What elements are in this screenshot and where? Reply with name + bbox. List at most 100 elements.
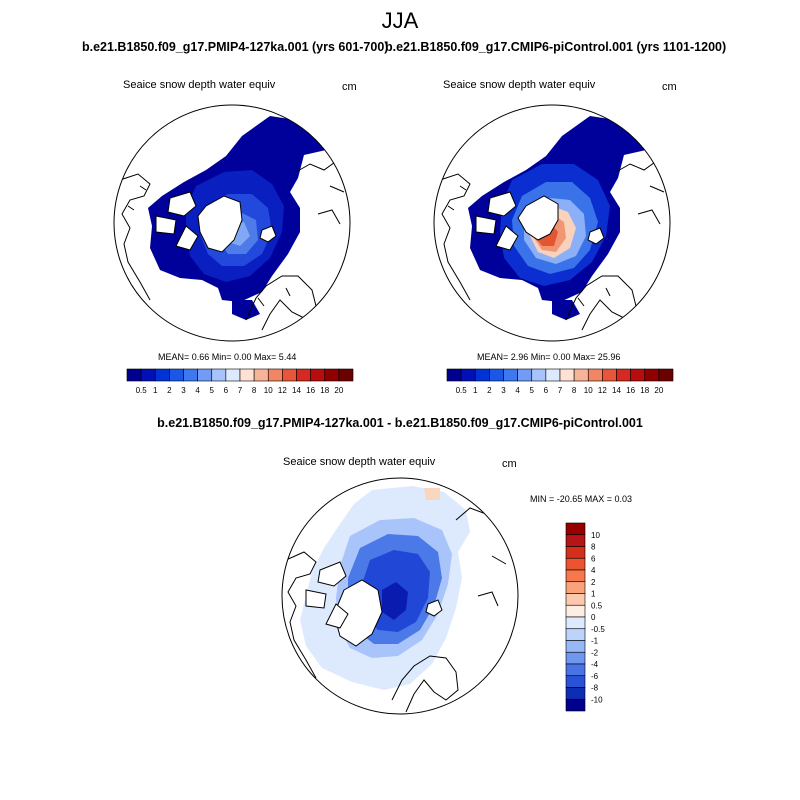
- colorbar-tick-label: 14: [292, 386, 301, 395]
- diff-positive-patch: [424, 488, 440, 500]
- colorbar-tick-label: -8: [591, 684, 599, 693]
- colorbar-box: [616, 368, 631, 382]
- right-north-america: [439, 173, 471, 301]
- diff-scandinavia: [391, 655, 459, 713]
- colorbar-box: [565, 698, 586, 712]
- colorbar-tick-label: 2: [487, 386, 492, 395]
- colorbar-box: [140, 368, 156, 382]
- right-ice-band-5: [534, 214, 566, 252]
- diff-ice-mid: [348, 534, 442, 644]
- left-stats: MEAN= 0.66 Min= 0.00 Max= 5.44: [158, 352, 297, 362]
- colorbar-tick-label: 3: [181, 386, 186, 395]
- colorbar-tick-label: 6: [544, 386, 549, 395]
- colorbar-box: [565, 663, 586, 677]
- colorbar-tick-label: -4: [591, 660, 599, 669]
- right-ice-band-4: [530, 206, 576, 258]
- colorbar-tick-label: -0.5: [591, 625, 605, 634]
- left-ice-outer: [148, 116, 326, 302]
- left-canadian-archipelago: [155, 191, 199, 251]
- colorbar-box: [565, 675, 586, 688]
- right-svalbard: [587, 227, 605, 245]
- colorbar-tick-label: 12: [598, 386, 607, 395]
- figure-title: JJA: [381, 8, 419, 33]
- colorbar-tick-label: 2: [167, 386, 172, 395]
- colorbar-tick-label: 8: [591, 543, 596, 552]
- colorbar-box: [644, 368, 660, 382]
- diff-ice-outer: [300, 486, 470, 690]
- colorbar-tick-label: 14: [612, 386, 621, 395]
- colorbar-box: [338, 368, 354, 382]
- colorbar-box: [126, 368, 142, 382]
- colorbar-box: [565, 534, 586, 547]
- colorbar-tick-label: 5: [210, 386, 215, 395]
- colorbar-box: [503, 368, 518, 382]
- colorbar-tick-label: 1: [591, 590, 596, 599]
- colorbar-box: [183, 368, 198, 382]
- colorbar-tick-label: 16: [626, 386, 635, 395]
- colorbar-box: [565, 651, 586, 665]
- colorbar-tick-label: 7: [238, 386, 243, 395]
- colorbar-tick-label: 4: [195, 386, 200, 395]
- diff-units-label: cm: [502, 458, 517, 470]
- colorbar-tick-label: 8: [252, 386, 257, 395]
- right-ice-band-6: [536, 222, 558, 246]
- left-ice-core-bright: [228, 222, 250, 246]
- left-greenland: [197, 195, 243, 253]
- diff-north-america: [285, 551, 317, 679]
- colorbar-box: [253, 368, 269, 382]
- left-polar-map: [113, 104, 351, 342]
- right-ice-fringe-atlantic: [552, 300, 580, 320]
- colorbar-box: [267, 368, 283, 382]
- right-variable-label: Seaice snow depth water equiv: [443, 79, 596, 91]
- colorbar-box: [565, 604, 586, 618]
- colorbar-box: [565, 569, 586, 583]
- colorbar-box: [239, 368, 255, 382]
- diff-polar-map: [281, 477, 519, 715]
- colorbar-box: [154, 368, 170, 382]
- colorbar-tick-label: -6: [591, 672, 599, 681]
- left-ice-band-mid: [186, 170, 284, 282]
- colorbar-box: [197, 368, 213, 382]
- colorbar-box: [531, 368, 547, 382]
- colorbar-box: [587, 368, 603, 382]
- colorbar-tick-label: 20: [334, 386, 343, 395]
- left-scandinavia: [245, 275, 317, 331]
- colorbar-tick-label: -10: [591, 695, 603, 704]
- colorbar-tick-label: 12: [278, 386, 287, 395]
- left-variable-label: Seaice snow depth water equiv: [123, 79, 276, 91]
- colorbar-box: [565, 687, 586, 700]
- colorbar-box: [630, 368, 646, 382]
- colorbar-box: [565, 593, 586, 606]
- left-north-america: [119, 173, 151, 301]
- colorbar-box: [282, 368, 297, 382]
- left-case-title: b.e21.B1850.f09_g17.PMIP4-127ka.001 (yrs…: [82, 40, 389, 54]
- colorbar-box: [460, 368, 476, 382]
- colorbar-tick-label: 20: [654, 386, 663, 395]
- colorbar-tick-label: 4: [515, 386, 520, 395]
- right-siberia: [615, 159, 665, 225]
- diff-ice-strong: [360, 550, 430, 632]
- colorbar-box: [565, 628, 586, 641]
- diff-siberia: [455, 505, 507, 607]
- left-units-label: cm: [342, 81, 357, 93]
- right-ice-band-2: [512, 182, 598, 274]
- colorbar-box: [565, 546, 586, 559]
- right-ice-outer: [468, 116, 646, 302]
- right-colorbar: 0.5 1 2 3 4 5 6 7 8 10 12 14 16 18 20: [446, 368, 674, 395]
- colorbar-tick-label: 0.5: [136, 386, 148, 395]
- colorbar-tick-label: 16: [306, 386, 315, 395]
- left-ice-band-inner: [200, 194, 272, 266]
- colorbar-box: [225, 368, 241, 382]
- colorbar-box: [545, 368, 561, 382]
- diff-variable-label: Seaice snow depth water equiv: [283, 456, 436, 468]
- colorbar-box: [310, 368, 326, 382]
- colorbar-box: [324, 368, 340, 382]
- colorbar-tick-label: 18: [640, 386, 649, 395]
- right-greenland: [517, 195, 559, 241]
- diff-svalbard: [425, 599, 443, 617]
- right-scandinavia: [565, 275, 637, 331]
- right-units-label: cm: [662, 81, 677, 93]
- colorbar-tick-label: 10: [584, 386, 593, 395]
- colorbar-box: [296, 368, 311, 382]
